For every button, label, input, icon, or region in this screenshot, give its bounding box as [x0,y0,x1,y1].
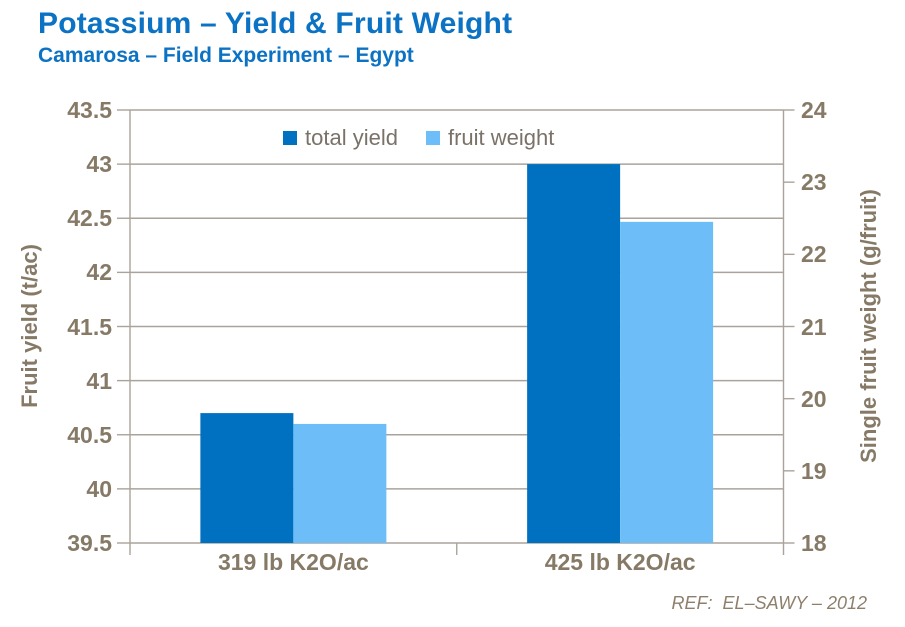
y-axis-tick-label-right: 23 [801,169,827,196]
bar-fruit-weight-1 [293,423,387,543]
y-axis-tick-label-left: 40 [86,475,112,502]
y-axis-tick-label-left: 43 [86,151,112,178]
chart-title: Potassium – Yield & Fruit Weight [38,7,513,40]
legend-label-fruit-weight: fruit weight [447,125,555,150]
y-axis-tick-label-left: 42.5 [67,205,112,232]
y-axis-tick-label-left: 41 [86,367,112,394]
y-axis-tick-label-right: 19 [801,457,827,484]
y-axis-tick-label-right: 21 [801,313,827,340]
legend-item-fruit-weight: fruit weight [425,125,555,151]
bar-total-yield-1 [200,413,294,543]
legend: total yield fruit weight [283,125,554,151]
y-axis-tick-label-right: 20 [801,385,827,412]
y-axis-tick-label-left: 39.5 [67,530,112,556]
y-axis-tick-label-right: 18 [801,530,827,556]
y-axis-tick-label-left: 41.5 [67,313,112,340]
legend-label-total-yield: total yield [305,125,398,150]
chart-subtitle: Camarosa – Field Experiment – Egypt [38,44,414,67]
y-axis-tick-label-left: 40.5 [67,421,112,448]
bar-total-yield-2 [527,164,621,543]
legend-swatch-fruit-weight [425,131,440,145]
legend-swatch-total-yield [283,131,297,145]
y-axis-tick-label-left: 43.5 [67,97,112,123]
x-axis-category-label: 425 lb K2O/ac [544,549,696,575]
y-axis-tick-label-right: 24 [801,97,827,123]
y-axis-tick-label-left: 42 [86,259,112,286]
x-axis-category-label: 319 lb K2O/ac [217,549,369,575]
y-axis-tick-label-right: 22 [801,241,827,268]
legend-item-total-yield: total yield [283,125,398,151]
reference-note: REF: EL–SAWY – 2012 [671,593,867,613]
bar-fruit-weight-2 [620,221,714,543]
